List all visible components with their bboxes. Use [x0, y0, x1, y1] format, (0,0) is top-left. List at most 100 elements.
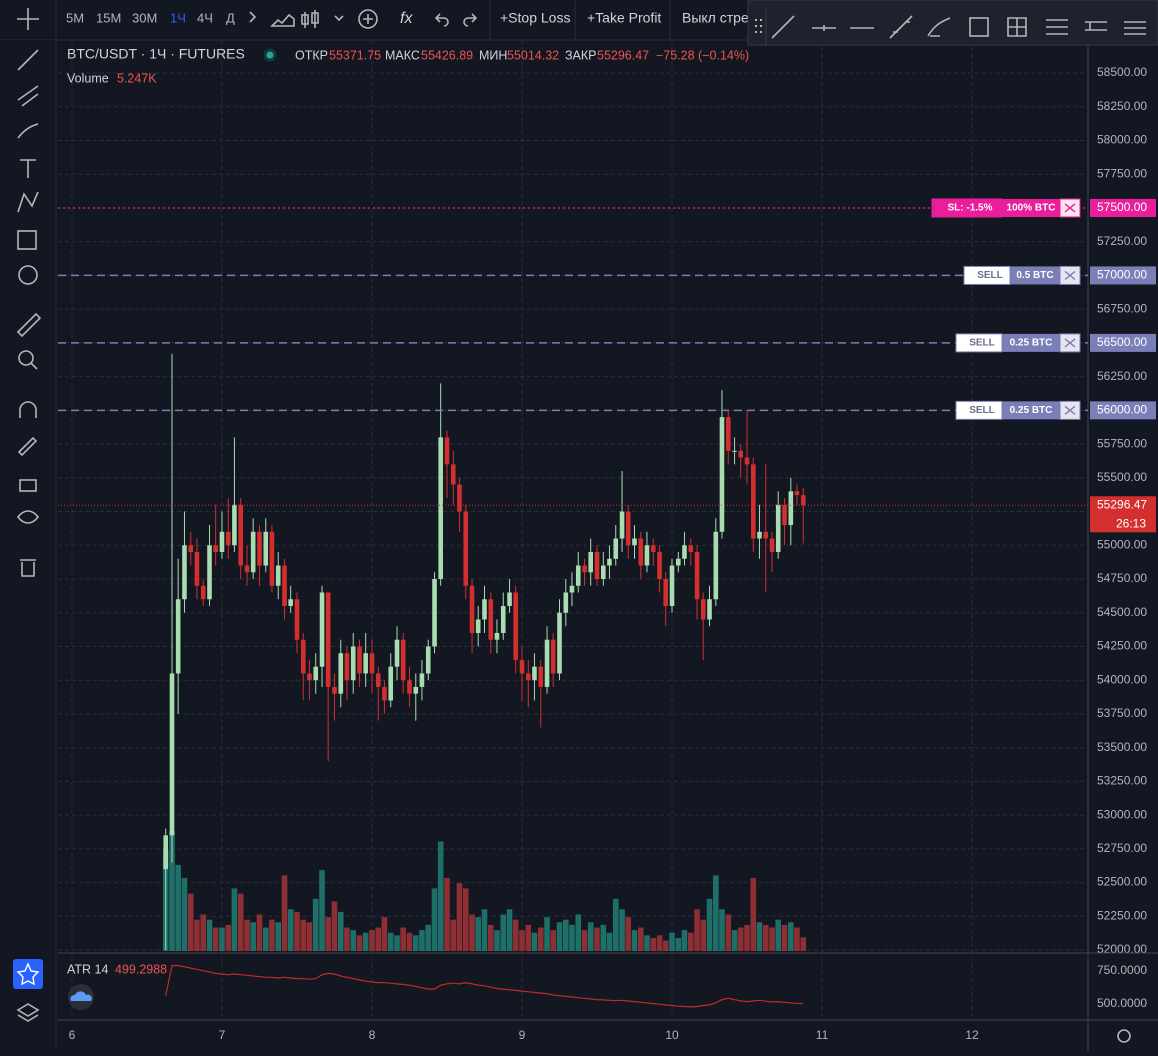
candle-body	[194, 552, 200, 586]
brush-tool[interactable]	[17, 123, 39, 139]
candle-body	[782, 504, 787, 526]
candle-body	[444, 437, 450, 465]
settings-gear[interactable]	[1117, 1029, 1131, 1043]
trend-line-tool[interactable]	[771, 15, 795, 39]
volume-bar	[606, 932, 613, 951]
candle-body	[425, 646, 431, 674]
candle-body	[419, 673, 425, 687]
volume-bar	[575, 914, 582, 951]
candle-body	[601, 565, 606, 580]
volume-bar	[750, 877, 757, 951]
volume-bar	[587, 922, 594, 951]
candle-body	[294, 599, 300, 640]
volume-bar	[381, 917, 388, 951]
ohlc-readout: ОТКР	[295, 48, 328, 62]
time-tick-label: 8	[369, 1028, 376, 1042]
undo-icon[interactable]	[434, 13, 449, 27]
redo-icon[interactable]	[463, 13, 478, 27]
chevron[interactable]	[249, 11, 257, 23]
layers-icon[interactable]	[16, 1003, 40, 1022]
prediction-tool[interactable]	[17, 230, 37, 250]
watchlist-button[interactable]	[13, 959, 43, 989]
volume-bar	[244, 919, 250, 951]
volume-bar	[306, 922, 313, 951]
volume-bar	[625, 917, 632, 951]
line-tool[interactable]	[17, 49, 39, 71]
ruler-tool[interactable]	[16, 312, 42, 338]
chart-type-icon[interactable]	[270, 13, 295, 27]
rectangle-tool[interactable]	[969, 17, 989, 37]
candle-body	[732, 450, 737, 452]
crosshair-icon[interactable]	[17, 8, 39, 30]
interval-button[interactable]: 5М	[66, 10, 84, 25]
magnet-tool[interactable]	[19, 401, 37, 418]
candle-body	[625, 511, 631, 546]
candle-body	[307, 673, 312, 681]
volume-bar	[713, 875, 719, 951]
order-price-badge	[1090, 401, 1156, 420]
indicators-icon[interactable]: fx	[400, 10, 413, 27]
pattern-tool[interactable]	[17, 191, 39, 213]
compare-plus[interactable]	[363, 14, 373, 24]
lock-draw-tool[interactable]	[17, 436, 38, 457]
volume-bar	[506, 909, 513, 951]
volume-bar	[344, 927, 350, 951]
price-tick-label: 54750.00	[1097, 571, 1147, 585]
volume-bar	[425, 924, 432, 951]
visibility-tool[interactable]	[16, 510, 40, 524]
toolbar-button[interactable]: Выкл стре	[682, 10, 749, 26]
candle-body	[557, 612, 562, 674]
position-tool[interactable]	[1007, 17, 1027, 37]
drag-handle[interactable]	[755, 19, 762, 33]
interval-button[interactable]: 15М	[96, 10, 121, 25]
volume-bar	[394, 935, 400, 951]
candle-body	[632, 538, 637, 546]
text-tool[interactable]	[20, 159, 36, 178]
settings-tool[interactable]	[1085, 21, 1107, 31]
candle-body	[575, 565, 581, 586]
menu-tool[interactable]	[1124, 21, 1146, 35]
interval-button[interactable]: 30М	[132, 10, 157, 25]
pitchfork-tool[interactable]	[17, 85, 39, 107]
candle-body	[357, 646, 362, 674]
volume-bar	[456, 883, 463, 951]
compare-icon[interactable]	[358, 9, 378, 29]
candle-body	[769, 538, 775, 553]
toolbar-button[interactable]: +Stop Loss	[500, 10, 570, 26]
fib-tool[interactable]	[1046, 19, 1068, 35]
candle-body	[257, 531, 262, 566]
price-tick-label: 56250.00	[1097, 369, 1147, 383]
volume-bar	[275, 922, 282, 951]
candle-body	[525, 673, 531, 681]
lock-tool[interactable]	[19, 479, 37, 492]
price-tick-label: 54000.00	[1097, 672, 1147, 686]
order-qty-box	[1002, 401, 1060, 420]
candles-icon[interactable]	[301, 10, 319, 28]
brush-tool[interactable]	[927, 17, 951, 37]
candle-body	[432, 579, 437, 647]
last-price: 55296.47	[1097, 497, 1147, 511]
volume-bar	[794, 927, 800, 951]
chevron[interactable]	[334, 15, 344, 22]
trash-tool[interactable]	[20, 559, 36, 577]
interval-button[interactable]: Д	[226, 10, 235, 25]
horizontal-ray-tool[interactable]	[812, 25, 836, 31]
emoji-tool[interactable]	[18, 265, 38, 285]
candle-body	[275, 565, 281, 586]
interval-button[interactable]: 4Ч	[197, 10, 213, 25]
toolbar-button[interactable]: +Take Profit	[587, 10, 661, 26]
candle-body	[519, 659, 525, 674]
volume-bar	[444, 877, 450, 951]
order-price-badge	[1090, 333, 1156, 352]
volume-bar	[469, 914, 475, 951]
order-side: SELL	[969, 338, 995, 349]
interval-button[interactable]: 1Ч	[170, 10, 186, 25]
volume-bar	[450, 919, 457, 951]
zoom-tool[interactable]	[18, 350, 34, 366]
volume-bar	[731, 930, 738, 951]
candle-body	[751, 464, 756, 539]
parallel-tool[interactable]	[889, 15, 913, 39]
volume-bar	[362, 932, 369, 951]
